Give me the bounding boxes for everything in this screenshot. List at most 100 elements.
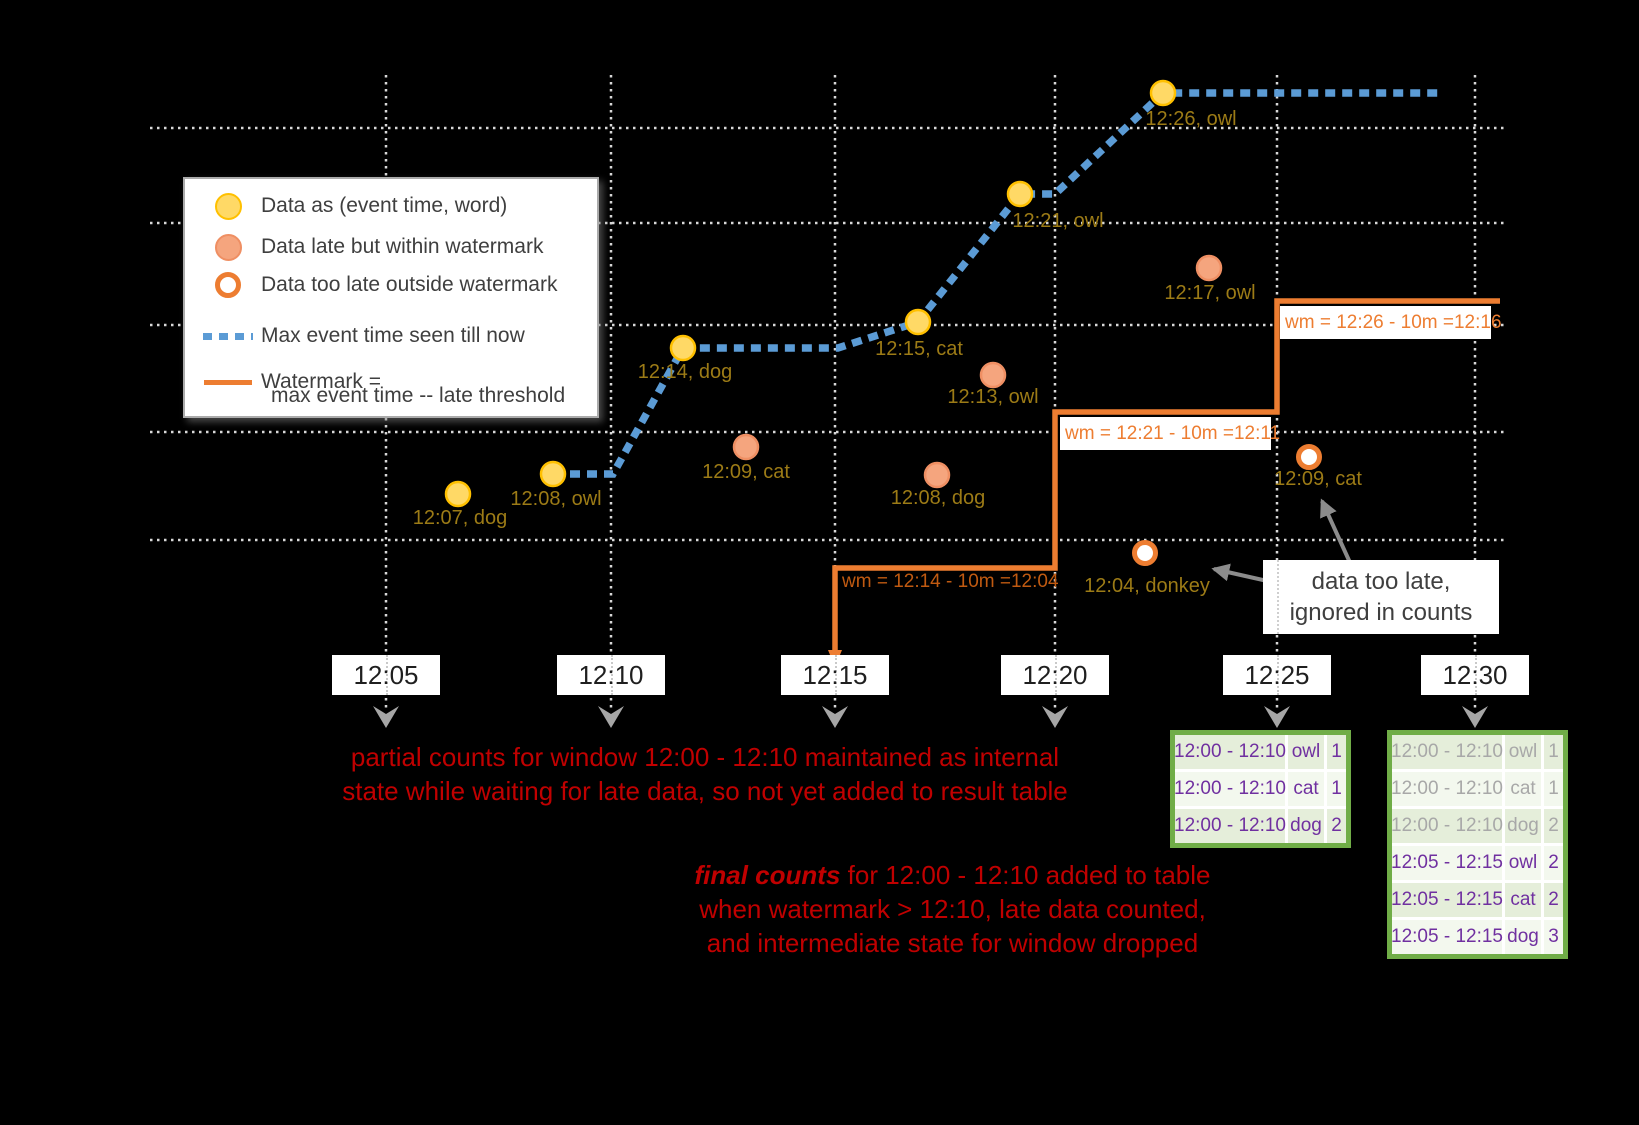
watermark-line	[832, 298, 1500, 652]
table-cell-word: owl	[1505, 846, 1541, 880]
legend-label: Data too late outside watermark	[261, 273, 558, 296]
watermark-line-icon	[203, 379, 253, 385]
data-point-event	[539, 460, 567, 488]
point-label: 12:26, owl	[1145, 108, 1237, 130]
annotation-line: final counts for 12:00 - 12:10 added to …	[694, 860, 1211, 890]
tick-arrowhead	[1264, 706, 1290, 728]
final-counts-annotation: final counts for 12:00 - 12:10 added to …	[645, 858, 1260, 960]
legend-item: Watermark =	[203, 369, 381, 395]
table-cell-count: 2	[1544, 809, 1563, 843]
point-label: 12:14, dog	[637, 361, 733, 383]
too-late-note: data too late, ignored in counts	[1263, 560, 1499, 634]
tick-arrowhead	[1462, 706, 1488, 728]
annotation-line: when watermark > 12:10, late data counte…	[699, 894, 1206, 924]
watermark-value-label: wm = 12:26 - 10m =12:16	[1280, 306, 1502, 339]
annotation-line: partial counts for window 12:00 - 12:10 …	[350, 742, 1060, 772]
table-cell-window: 12:00 - 12:10	[1391, 809, 1503, 843]
table-cell-word: dog	[1505, 809, 1541, 843]
gridline-through-box	[1475, 655, 1477, 695]
axis-tick-box: 12:10	[557, 655, 665, 695]
data-point-late	[923, 461, 951, 489]
axis-tick-label: 12:15	[802, 659, 868, 690]
point-label: 12:13, owl	[947, 386, 1039, 408]
data-point-late	[732, 433, 760, 461]
point-label: 12:04, donkey	[1084, 575, 1210, 597]
result-table-grid: 12:00 - 12:10 owl 1 12:00 - 12:10 cat 1 12:00 …	[1391, 735, 1563, 954]
data-point-event	[669, 334, 697, 362]
data-point-late	[979, 361, 1007, 389]
too-late-ring-icon	[203, 272, 253, 298]
axis-tick-label: 12:25	[1244, 659, 1310, 690]
table-cell-window: 12:00 - 12:10	[1174, 809, 1286, 843]
table-cell-window: 12:05 - 12:15	[1391, 846, 1503, 880]
final-counts-emphasis: final counts	[694, 860, 841, 890]
watermark-value-label: wm = 12:14 - 10m =12:04	[842, 571, 1059, 592]
result-table-grid: 12:00 - 12:10 owl 1 12:00 - 12:10 cat 1 12:00 …	[1174, 735, 1346, 843]
result-table: 12:00 - 12:10 owl 1 12:00 - 12:10 cat 1 12:00 …	[1170, 730, 1351, 848]
legend-label: Data as (event time, word)	[261, 194, 508, 217]
point-label: 12:08, dog	[890, 487, 986, 509]
axis-tick-box: 12:30	[1421, 655, 1529, 695]
legend-label: Data late but within watermark	[261, 235, 544, 258]
table-cell-word: dog	[1288, 809, 1324, 843]
point-label: 12:07, dog	[412, 507, 508, 529]
axis-tick-label: 12:30	[1442, 659, 1508, 690]
gridline-through-box	[1277, 655, 1279, 695]
table-cell-count: 1	[1544, 735, 1563, 769]
axis-tick-label: 12:10	[578, 659, 644, 690]
gridline-through-box	[835, 655, 837, 695]
table-cell-word: owl	[1505, 735, 1541, 769]
data-point-late	[1195, 254, 1223, 282]
table-cell-count: 1	[1544, 772, 1563, 806]
table-cell-word: cat	[1288, 772, 1324, 806]
legend-item-line2: max event time -- late threshold	[271, 383, 565, 409]
table-cell-count: 2	[1544, 846, 1563, 880]
table-cell-window: 12:00 - 12:10	[1391, 735, 1503, 769]
legend: Data as (event time, word) Data late but…	[183, 177, 599, 418]
data-point-too_late	[1296, 444, 1322, 470]
note-arrow	[1320, 498, 1354, 568]
table-cell-window: 12:00 - 12:10	[1174, 772, 1286, 806]
event-point-icon	[203, 192, 253, 220]
gridline-through-box	[386, 655, 388, 695]
legend-item: Data late but within watermark	[203, 233, 544, 261]
data-point-event	[1006, 180, 1034, 208]
table-cell-count: 1	[1327, 735, 1346, 769]
axis-tick-box: 12:15	[781, 655, 889, 695]
table-cell-word: dog	[1505, 920, 1541, 954]
note-line: data too late,	[1311, 568, 1451, 595]
partial-counts-annotation: partial counts for window 12:00 - 12:10 …	[310, 740, 1100, 808]
tick-arrowhead	[373, 706, 399, 728]
table-cell-word: cat	[1505, 883, 1541, 917]
tick-arrowhead	[598, 706, 624, 728]
table-cell-window: 12:05 - 12:15	[1391, 883, 1503, 917]
table-cell-word: cat	[1505, 772, 1541, 806]
axis-tick-box: 12:25	[1223, 655, 1331, 695]
annotation-line: state while waiting for late data, so no…	[342, 776, 1068, 806]
table-cell-window: 12:00 - 12:10	[1174, 735, 1286, 769]
table-cell-count: 1	[1327, 772, 1346, 806]
table-cell-count: 3	[1544, 920, 1563, 954]
gridline-through-box	[1055, 655, 1057, 695]
tick-arrowhead	[822, 706, 848, 728]
axis-tick-label: 12:05	[353, 659, 419, 690]
data-point-event	[444, 480, 472, 508]
table-cell-word: owl	[1288, 735, 1324, 769]
max-event-time-line	[553, 89, 1440, 478]
axis-tick-box: 12:05	[332, 655, 440, 695]
late-point-icon	[203, 233, 253, 261]
legend-label: max event time -- late threshold	[271, 384, 566, 407]
point-label: 12:09, cat	[702, 461, 790, 483]
legend-item: Data too late outside watermark	[203, 272, 557, 298]
data-point-too_late	[1132, 540, 1158, 566]
point-label: 12:17, owl	[1164, 282, 1256, 304]
table-cell-window: 12:05 - 12:15	[1391, 920, 1503, 954]
annotation-line: and intermediate state for window droppe…	[706, 928, 1199, 958]
axis-tick-box: 12:20	[1001, 655, 1109, 695]
axis-tick-label: 12:20	[1022, 659, 1088, 690]
note-line: ignored in counts	[1289, 599, 1473, 626]
data-point-event	[904, 308, 932, 336]
legend-label: Watermark =	[261, 370, 381, 393]
